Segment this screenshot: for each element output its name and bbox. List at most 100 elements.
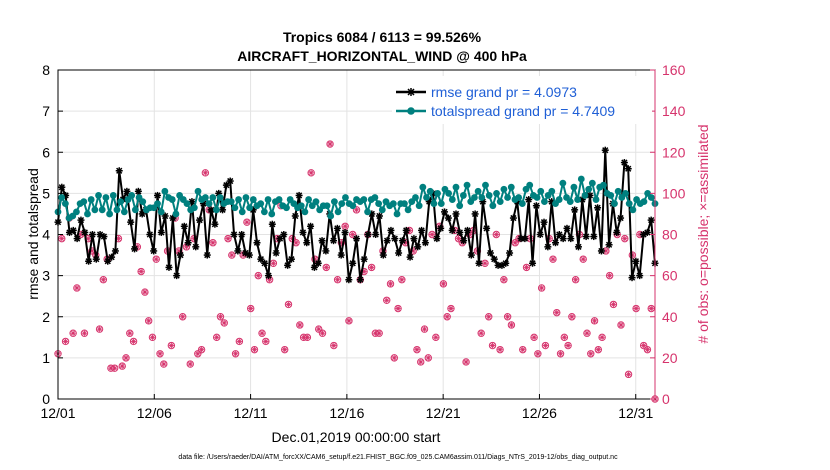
rmse-point — [414, 243, 422, 251]
totalspread-point — [518, 200, 526, 208]
rmse-point — [161, 212, 169, 220]
rmse-point — [295, 191, 303, 199]
rmse-point — [483, 224, 491, 232]
totalspread-point — [157, 208, 165, 216]
totalspread-point — [117, 198, 125, 206]
obs-possible-marker — [367, 263, 376, 272]
rmse-point — [448, 226, 456, 234]
obs-possible-marker — [500, 276, 508, 284]
legend: rmse grand pr = 4.0973 totalspread grand… — [392, 76, 652, 124]
rmse-point — [131, 245, 139, 253]
totalspread-point — [183, 200, 191, 208]
rmse-point — [574, 243, 582, 251]
rmse-point — [391, 235, 399, 243]
rmse-point — [81, 228, 89, 236]
totalspread-point — [334, 208, 342, 216]
totalspread-point — [231, 204, 239, 212]
rmse-point — [402, 226, 410, 234]
totalspread-point — [412, 194, 419, 201]
rmse-point — [299, 228, 307, 236]
obs-possible-marker — [394, 304, 402, 313]
rmse-point — [486, 249, 494, 257]
obs-assimilated-marker — [414, 347, 420, 353]
rmse-point — [272, 249, 280, 257]
obs-assimilated-marker — [588, 351, 594, 357]
obs-possible-marker — [212, 333, 221, 342]
rmse-point — [406, 253, 414, 261]
rmse-point — [647, 216, 655, 224]
obs-assimilated-marker — [180, 314, 186, 320]
obs-assimilated-marker — [376, 330, 382, 336]
obs-assimilated-marker — [248, 305, 254, 312]
rmse-point — [353, 235, 360, 243]
obs-possible-marker — [398, 276, 406, 284]
rmse-point — [219, 206, 227, 214]
rmse-point — [632, 257, 640, 265]
rmse-point — [559, 235, 567, 243]
rmse-point — [601, 146, 609, 154]
totalspread-point — [581, 192, 589, 199]
legend-rmse-marker — [407, 88, 415, 96]
obs-assimilated-marker — [293, 240, 299, 246]
obs-possible-marker — [228, 251, 236, 259]
obs-possible-marker — [330, 341, 338, 350]
rmse-point — [444, 214, 452, 222]
y-tick-label: 6 — [42, 144, 50, 160]
totalspread-point — [172, 210, 180, 218]
obs-assimilated-marker — [316, 326, 322, 332]
obs-assimilated-marker — [580, 256, 586, 262]
rmse-point — [230, 231, 238, 238]
obs-possible-marker — [167, 341, 176, 350]
totalspread-point — [342, 194, 349, 201]
chart-title: Tropics 6084 / 6113 = 99.526% — [283, 29, 482, 45]
rmse-point — [594, 204, 602, 212]
rmse-point — [605, 241, 613, 249]
obs-assimilated-marker — [350, 231, 356, 238]
obs-possible-marker — [61, 337, 70, 346]
obs-possible-marker — [492, 230, 501, 239]
obs-assimilated-marker — [142, 289, 148, 295]
totalspread-point — [84, 210, 91, 218]
totalspread-point — [91, 206, 99, 214]
rmse-point — [245, 251, 253, 259]
obs-possible-marker — [417, 358, 425, 366]
obs-assimilated-marker — [115, 236, 122, 242]
totalspread-point — [268, 210, 276, 218]
totalspread-point — [419, 183, 427, 191]
totalspread-point — [426, 187, 434, 195]
obs-possible-marker — [243, 218, 251, 226]
obs-possible-marker — [95, 325, 104, 333]
rmse-point — [115, 167, 123, 175]
obs-assimilated-marker — [523, 264, 530, 270]
totalspread-point — [349, 202, 357, 210]
totalspread-point — [548, 187, 556, 195]
obs-possible-marker — [507, 321, 516, 329]
totalspread-point — [58, 194, 66, 201]
legend-spread-marker — [407, 107, 415, 115]
obs-assimilated-marker — [501, 277, 507, 283]
obs-assimilated-marker — [168, 342, 174, 349]
rmse-point — [375, 212, 383, 220]
obs-assimilated-marker — [565, 342, 571, 349]
rmse-point — [322, 247, 330, 255]
obs-assimilated-marker — [482, 260, 488, 266]
obs-assimilated-marker — [346, 318, 352, 324]
obs-possible-marker — [144, 317, 153, 325]
totalspread-point — [622, 189, 629, 197]
totalspread-point — [559, 179, 567, 187]
obs-assimilated-marker — [130, 338, 137, 345]
totalspread-point — [526, 181, 534, 189]
obs-assimilated-marker — [418, 359, 424, 365]
obs-possible-marker — [424, 354, 432, 362]
obs-assimilated-marker — [187, 361, 193, 367]
obs-possible-marker — [560, 333, 569, 342]
rmse-point — [345, 276, 353, 284]
totalspread-point — [327, 212, 335, 220]
rmse-point — [211, 220, 219, 228]
obs-assimilated-marker — [263, 338, 269, 345]
rmse-point — [303, 239, 311, 247]
x-tick-label: 12/06 — [137, 405, 172, 421]
obs-possible-marker — [553, 308, 561, 317]
obs-assimilated-marker — [369, 264, 375, 270]
